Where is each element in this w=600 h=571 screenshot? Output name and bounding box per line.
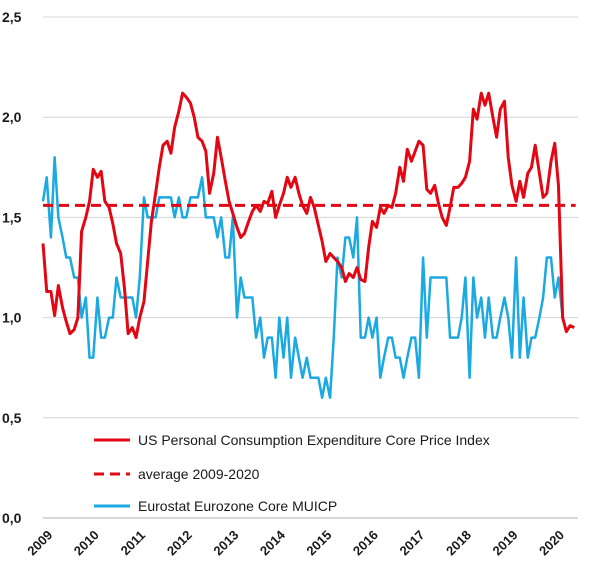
y-tick-label: 1,5 xyxy=(2,209,22,225)
x-tick-label: 2017 xyxy=(396,527,427,558)
legend-label: US Personal Consumption Expenditure Core… xyxy=(138,432,490,448)
x-tick-label: 2012 xyxy=(164,527,195,558)
series-lines xyxy=(41,91,576,400)
x-tick-label: 2013 xyxy=(210,527,241,558)
y-tick-label: 0,0 xyxy=(2,510,22,526)
legend: US Personal Consumption Expenditure Core… xyxy=(94,432,490,514)
series-line-us-pce xyxy=(41,91,575,340)
x-tick-label: 2015 xyxy=(303,527,334,558)
x-tick-label: 2020 xyxy=(536,527,567,558)
x-tick-label: 2009 xyxy=(24,527,55,558)
legend-label: average 2009-2020 xyxy=(138,466,260,482)
x-tick-label: 2018 xyxy=(443,527,474,558)
x-tick-label: 2010 xyxy=(71,527,102,558)
legend-label: Eurostat Eurozone Core MUICP xyxy=(138,498,337,514)
x-tick-label: 2011 xyxy=(118,528,149,559)
gridlines xyxy=(43,16,578,519)
y-tick-label: 2,0 xyxy=(2,109,22,125)
x-tick-label: 2016 xyxy=(350,527,381,558)
y-tick-label: 0,5 xyxy=(2,410,22,426)
x-tick-label: 2014 xyxy=(257,527,289,559)
series-line-eurozone-muicp xyxy=(41,156,564,400)
y-tick-label: 2,5 xyxy=(2,9,22,25)
x-tick-label: 2019 xyxy=(490,527,521,558)
y-axis-ticks: 0,0 0,5 1,0 1,5 2,0 2,5 xyxy=(2,9,22,526)
y-tick-label: 1,0 xyxy=(2,310,22,326)
x-axis-ticks: 2009 2010 2011 2012 2013 2014 2015 2016 2017 2018… xyxy=(24,527,567,559)
